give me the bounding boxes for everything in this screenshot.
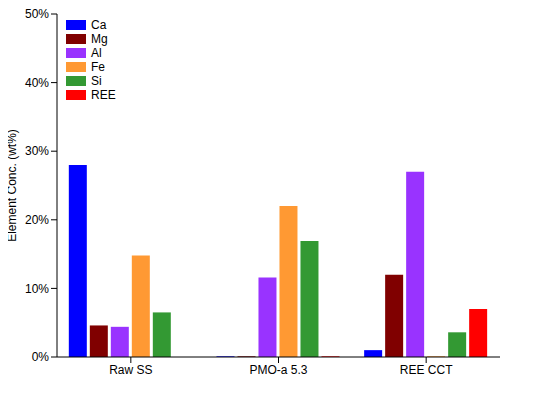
svg-text:50%: 50%: [25, 8, 49, 21]
svg-text:40%: 40%: [25, 76, 49, 90]
html-text:Mg: Mg: [91, 32, 108, 46]
svg-text:10%: 10%: [25, 282, 49, 296]
svg-text:REE CCT: REE CCT: [400, 363, 453, 377]
svg-text:20%: 20%: [25, 213, 49, 227]
svg-text:Element Conc. (wt%): Element Conc. (wt%): [8, 129, 19, 242]
svg-text:PMO-a 5.3: PMO-a 5.3: [249, 363, 307, 377]
html-text:Fe: Fe: [91, 60, 105, 74]
html-text:REE: REE: [91, 88, 116, 102]
html-text:Ca: Ca: [91, 18, 107, 32]
html-text:Al: Al: [91, 46, 102, 60]
svg-text:30%: 30%: [25, 144, 49, 158]
svg-text:0%: 0%: [32, 350, 50, 364]
html-text:Si: Si: [91, 74, 102, 88]
svg-text:Raw SS: Raw SS: [109, 363, 152, 377]
